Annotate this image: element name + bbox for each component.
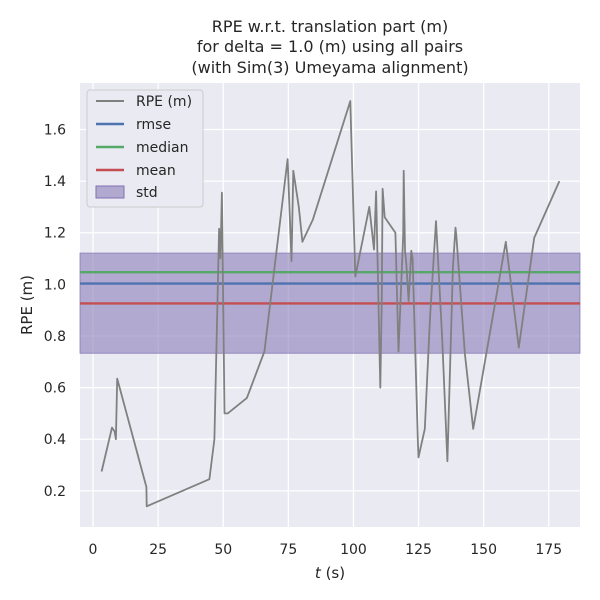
rpe-line — [100, 100, 561, 508]
x-tick-label: 25 — [149, 542, 167, 558]
x-tick-label: 150 — [470, 542, 497, 558]
y-tick-label: 0.8 — [44, 329, 66, 345]
y-tick-label: 0.2 — [44, 484, 66, 500]
legend-swatch-std — [95, 185, 125, 199]
x-tick-label: 75 — [279, 542, 297, 558]
x-axis-label-var: t — [315, 564, 322, 582]
chart-title-line-3: (with Sim(3) Umeyama alignment) — [191, 58, 468, 77]
y-tick-label: 1.6 — [44, 122, 66, 138]
legend: RPE (m) rmse median mean std — [86, 89, 204, 208]
legend-label-rmse: rmse — [136, 117, 171, 133]
chart-title-line-1: RPE w.r.t. translation part (m) — [212, 17, 448, 36]
rpe-series-layer — [100, 100, 561, 508]
x-axis-label: t (s) — [315, 564, 345, 582]
x-tick-label: 0 — [89, 542, 98, 558]
legend-label-std: std — [136, 185, 158, 201]
y-tick-label: 1.2 — [44, 226, 66, 242]
y-axis-label: RPE (m) — [18, 275, 36, 335]
x-tick-label: 50 — [214, 542, 232, 558]
y-tick-label: 1.0 — [44, 277, 66, 293]
x-axis-label-unit: (s) — [321, 564, 345, 582]
x-tick-labels: 0 25 50 75 100 125 150 175 — [89, 542, 563, 558]
x-tick-label: 100 — [340, 542, 367, 558]
y-tick-label: 1.4 — [44, 174, 66, 190]
legend-box — [86, 89, 204, 208]
y-tick-label: 0.6 — [44, 381, 66, 397]
legend-label-rpe: RPE (m) — [136, 94, 192, 110]
chart-title-line-2: for delta = 1.0 (m) using all pairs — [197, 37, 463, 56]
legend-label-median: median — [136, 140, 188, 156]
x-tick-label: 125 — [405, 542, 432, 558]
legend-label-mean: mean — [136, 163, 176, 179]
x-tick-label: 175 — [535, 542, 562, 558]
stat-lines-layer — [80, 271, 580, 305]
y-tick-label: 0.4 — [44, 432, 66, 448]
y-tick-labels: 0.2 0.4 0.6 0.8 1.0 1.2 1.4 1.6 — [44, 122, 66, 499]
